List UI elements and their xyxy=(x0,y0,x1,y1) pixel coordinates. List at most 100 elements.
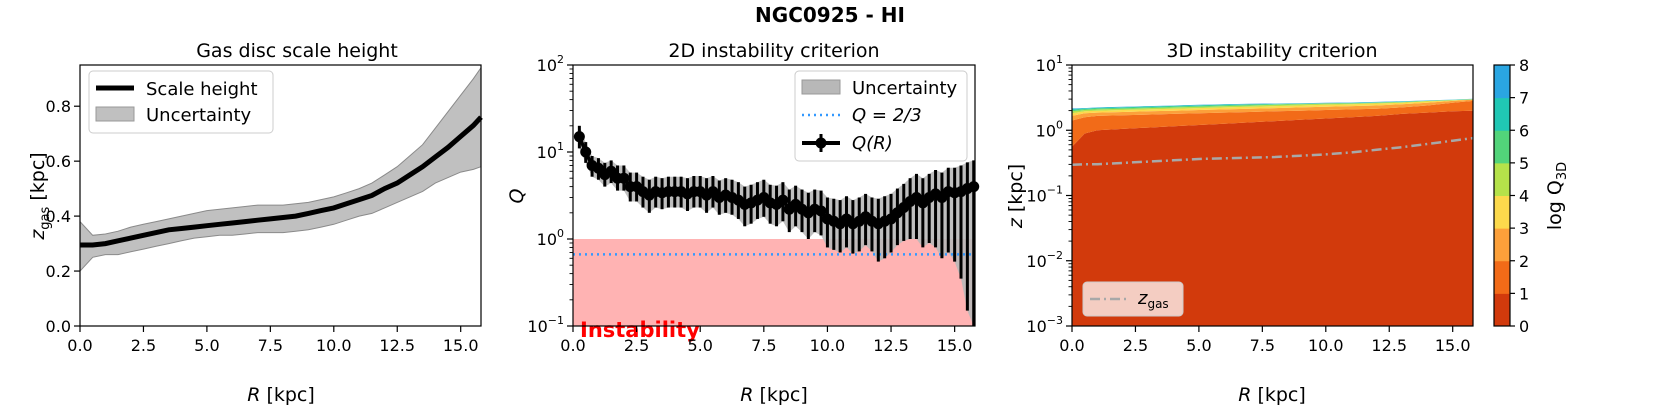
panel3-xtick-label: 10.0 xyxy=(1308,336,1344,355)
colorbar-tick-label: 0 xyxy=(1519,317,1529,336)
panel2-legend-q: Q(R) xyxy=(852,133,893,154)
panel3-zgas-line xyxy=(1071,136,1474,167)
panel2-plot-area xyxy=(573,125,980,326)
panel3-contour-level-1 xyxy=(1072,100,1473,147)
panel2-xtick-label: 15.0 xyxy=(937,336,973,355)
panel1-xtick-label: 2.5 xyxy=(131,336,156,355)
colorbar-segment-1 xyxy=(1494,260,1510,294)
panel1-ytick-label: 0.4 xyxy=(46,207,71,226)
panel2-legend: Uncertainty Q = 2/3 Q(R) xyxy=(794,70,968,162)
colorbar-tick-label: 1 xyxy=(1519,284,1529,303)
panel3-ytick-label: 10−2 xyxy=(1026,249,1063,271)
panel1-xtick-label: 7.5 xyxy=(258,336,283,355)
panel1-legend-scale-height: Scale height xyxy=(146,79,258,100)
panel1-ytick-label: 0.6 xyxy=(46,152,71,171)
panel3-xtick-label: 0.0 xyxy=(1059,336,1084,355)
panel3-ytick-label: 10−1 xyxy=(1026,184,1063,206)
panel1-title: Gas disc scale height xyxy=(196,40,398,62)
colorbar-label: log Q3D xyxy=(1544,162,1570,230)
panel2-xtick-label: 5.0 xyxy=(687,336,712,355)
panel1-ytick-label: 0.2 xyxy=(46,262,71,281)
panel1-xlabel: R [kpc] xyxy=(247,384,315,406)
panel1-ylabel-unit: [kpc] xyxy=(27,152,49,206)
panel2-q-point xyxy=(573,131,585,143)
colorbar-label-main: log Q xyxy=(1544,180,1566,230)
colorbar-segment-7 xyxy=(1494,65,1510,99)
panel1-ylabel-var: z xyxy=(27,229,49,241)
colorbar-segment-2 xyxy=(1494,228,1510,262)
panel-2d-instability: 2D instability criterion Instability 0.0… xyxy=(506,40,980,406)
colorbar-tick-label: 5 xyxy=(1519,154,1529,173)
panel1-ylabel-sub: gas xyxy=(38,206,53,229)
panel3-legend-zgas-sub: gas xyxy=(1147,297,1168,311)
panel2-ytick-label: 100 xyxy=(537,227,564,249)
panel2-xtick-label: 10.0 xyxy=(810,336,846,355)
panel1-xtick-label: 12.5 xyxy=(379,336,415,355)
panel3-colorbar: 0 1 2 3 4 5 6 7 8 xyxy=(1493,56,1529,336)
panel2-xtick-label: 12.5 xyxy=(873,336,909,355)
panel2-legend-uncertainty: Uncertainty xyxy=(852,78,958,99)
panel3-ylabel: z [kpc] xyxy=(1005,164,1027,229)
panel3-xtick-label: 5.0 xyxy=(1186,336,1211,355)
panel3-xtick-label: 7.5 xyxy=(1250,336,1275,355)
panel3-xtick-label: 15.0 xyxy=(1435,336,1471,355)
panel2-xlabel-unit: [kpc] xyxy=(753,384,807,406)
panel2-xtick-label: 0.0 xyxy=(560,336,585,355)
panel2-q-point xyxy=(968,181,980,193)
panel2-q-point xyxy=(777,194,789,206)
colorbar-tick-label: 8 xyxy=(1519,56,1529,75)
panel2-xlabel: R [kpc] xyxy=(740,384,808,406)
panel3-ytick-label: 101 xyxy=(1036,53,1063,75)
panel2-legend-threshold: Q = 2/3 xyxy=(852,105,922,126)
panel-scale-height: Gas disc scale height 0.0 2.5 5.0 7.5 10.0 12… xyxy=(27,40,483,406)
panel3-legend-zgas: zgas xyxy=(1137,288,1169,311)
panel2-legend-band-swatch xyxy=(801,79,841,95)
panel3-axes: 0.0 2.5 5.0 7.5 10.0 12.5 15.0 10−3 10−2 10−1 100 1… xyxy=(1026,53,1474,355)
panel1-xlabel-var: R xyxy=(247,384,260,406)
panel1-xtick-label: 0.0 xyxy=(67,336,92,355)
colorbar-tick-label: 4 xyxy=(1519,187,1529,206)
panel3-ytick-label: 10−3 xyxy=(1026,314,1063,336)
panel2-frame xyxy=(572,64,976,327)
panel1-xtick-label: 5.0 xyxy=(194,336,219,355)
colorbar-label-sub: 3D xyxy=(1555,162,1570,180)
panel2-title: 2D instability criterion xyxy=(668,40,879,62)
colorbar-segment-4 xyxy=(1494,162,1510,196)
panel3-legend-zgas-main: z xyxy=(1137,288,1148,309)
panel3-plot-area xyxy=(1071,98,1474,326)
colorbar-segment-5 xyxy=(1494,130,1510,164)
panel3-ylabel-var: z xyxy=(1005,217,1027,229)
panel3-contour-level-0 xyxy=(1072,110,1473,326)
panel2-instability-region xyxy=(573,239,975,326)
panel1-scale-height-line xyxy=(80,115,483,248)
panel3-contour-level-2 xyxy=(1072,99,1473,121)
panel1-frame xyxy=(79,64,482,327)
figure-suptitle: NGC0925 - HI xyxy=(755,3,905,27)
panel1-xlabel-unit: [kpc] xyxy=(260,384,314,406)
colorbar-tick-label: 6 xyxy=(1519,121,1529,140)
panel3-title: 3D instability criterion xyxy=(1166,40,1377,62)
colorbar-tick-label: 2 xyxy=(1519,252,1529,271)
panel2-ytick-label: 101 xyxy=(537,140,564,162)
panel3-legend: zgas xyxy=(1082,281,1184,317)
panel2-q-point xyxy=(618,172,630,184)
panel3-xlabel-unit: [kpc] xyxy=(1251,384,1305,406)
panel2-ylabel: Q xyxy=(506,188,528,203)
panel1-ylabel: zgas [kpc] xyxy=(27,152,53,240)
panel1-xtick-label: 15.0 xyxy=(443,336,479,355)
panel1-xtick-label: 10.0 xyxy=(316,336,352,355)
colorbar-tick-label: 7 xyxy=(1519,89,1529,108)
panel2-xtick-label: 2.5 xyxy=(624,336,649,355)
panel2-ytick-label: 102 xyxy=(537,53,564,75)
panel1-legend: Scale height Uncertainty xyxy=(88,70,274,134)
panel-3d-instability: 3D instability criterion 0.0 2.5 5.0 7.5 10.… xyxy=(1005,40,1570,406)
panel3-contour-level-3 xyxy=(1072,99,1473,116)
panel2-axes: 0.0 2.5 5.0 7.5 10.0 12.5 15.0 10−1 100 101 102 xyxy=(527,53,976,355)
panel3-legend-frame xyxy=(1082,281,1184,317)
panel2-instability-label: Instability xyxy=(580,318,700,342)
panel2-ytick-label: 10−1 xyxy=(527,314,564,336)
colorbar-segment-0 xyxy=(1494,293,1510,327)
panel3-ytick-label: 100 xyxy=(1036,118,1063,140)
